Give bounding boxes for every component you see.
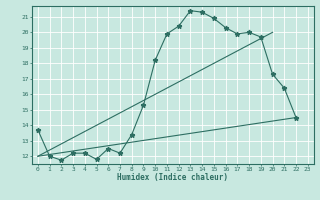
X-axis label: Humidex (Indice chaleur): Humidex (Indice chaleur) <box>117 173 228 182</box>
